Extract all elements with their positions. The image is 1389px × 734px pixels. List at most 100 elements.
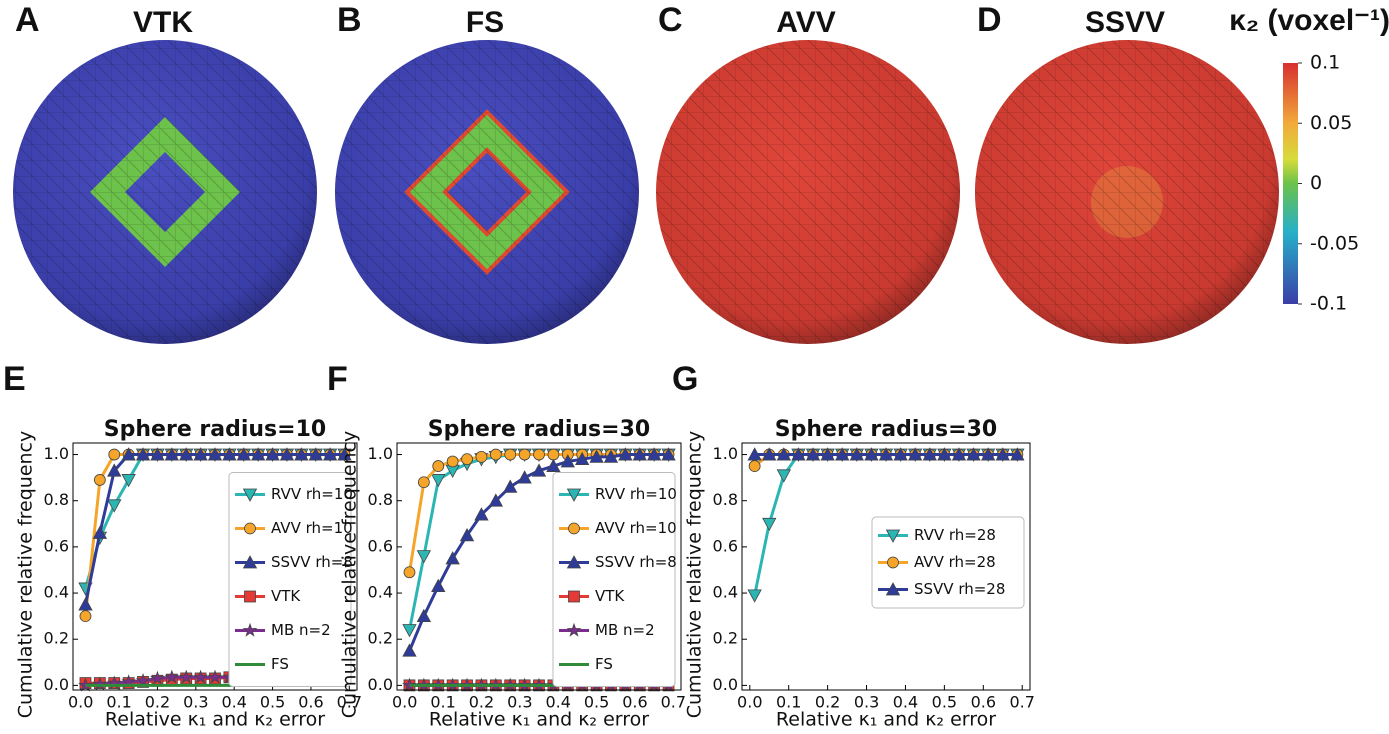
y-axis-label: Cumulative relative frequency bbox=[684, 431, 706, 719]
x-tick-label: 0.7 bbox=[1009, 693, 1034, 712]
colorbar-tick-label: 0.1 bbox=[1310, 52, 1340, 74]
marker bbox=[569, 591, 580, 602]
marker bbox=[403, 644, 416, 656]
marker bbox=[245, 523, 256, 534]
y-tick-label: 0.2 bbox=[368, 629, 393, 648]
marker bbox=[519, 449, 530, 460]
y-tick-label: 0.2 bbox=[44, 629, 69, 648]
y-tick-label: 0.2 bbox=[713, 629, 738, 648]
panel-title: AVV bbox=[776, 6, 835, 39]
marker bbox=[418, 477, 429, 488]
y-tick-label: 1.0 bbox=[44, 444, 69, 463]
legend-label: FS bbox=[271, 655, 289, 673]
panel-title: VTK bbox=[133, 6, 193, 39]
y-tick-label: 0.4 bbox=[44, 583, 69, 602]
y-tick-label: 0.8 bbox=[44, 490, 69, 509]
marker bbox=[80, 611, 91, 622]
marker bbox=[748, 590, 761, 602]
marker bbox=[122, 474, 135, 486]
colorbar bbox=[1283, 63, 1298, 304]
marker bbox=[888, 557, 899, 568]
x-axis-label: Relative κ₁ and κ₂ error bbox=[105, 709, 325, 731]
legend-label: SSVV rh=28 bbox=[914, 580, 1005, 598]
legend-label: VTK bbox=[595, 587, 625, 605]
marker bbox=[505, 449, 516, 460]
chart-title: Sphere radius=30 bbox=[428, 417, 650, 442]
marker bbox=[403, 624, 416, 636]
chart-title: Sphere radius=10 bbox=[104, 417, 326, 442]
marker bbox=[777, 470, 790, 482]
y-tick-label: 0.4 bbox=[368, 583, 393, 602]
legend-label: MB n=2 bbox=[271, 621, 331, 639]
x-tick-label: 0.7 bbox=[661, 693, 686, 712]
marker bbox=[417, 551, 430, 563]
marker bbox=[79, 598, 92, 610]
legend-label: RVV rh=10 bbox=[595, 485, 677, 503]
sphere-c bbox=[656, 40, 960, 344]
marker bbox=[462, 454, 473, 465]
marker bbox=[534, 449, 545, 460]
panel-letter: E bbox=[3, 360, 26, 398]
y-tick-label: 0.6 bbox=[44, 536, 69, 555]
y-tick-label: 0.8 bbox=[368, 490, 393, 509]
y-axis-label: Cumulative relative frequency bbox=[339, 431, 361, 719]
panel-title: FS bbox=[466, 6, 504, 39]
panel-letter: F bbox=[327, 360, 348, 398]
legend-box bbox=[553, 473, 675, 687]
marker bbox=[432, 580, 445, 592]
panel-letter: G bbox=[672, 360, 698, 398]
panel-letter: A bbox=[15, 1, 40, 39]
colorbar-label: κ₂ (voxel⁻¹) bbox=[1229, 4, 1389, 37]
y-tick-label: 0.6 bbox=[713, 536, 738, 555]
x-tick-label: 0.0 bbox=[68, 693, 93, 712]
y-tick-label: 0.8 bbox=[713, 490, 738, 509]
marker bbox=[763, 518, 776, 530]
figure: κ₂ (voxel⁻¹) A VTK B FS C AVV D SSVV 0.1 0.05 0 -0.… bbox=[0, 0, 1389, 734]
marker bbox=[432, 474, 445, 486]
marker bbox=[447, 456, 458, 467]
y-tick-label: 0.4 bbox=[713, 583, 738, 602]
marker bbox=[109, 449, 120, 460]
marker bbox=[404, 567, 415, 578]
sphere-a bbox=[13, 40, 317, 344]
y-tick-label: 1.0 bbox=[713, 444, 738, 463]
marker bbox=[245, 591, 256, 602]
colorbar-tick-label: -0.1 bbox=[1310, 293, 1347, 315]
y-tick-label: 0.0 bbox=[713, 675, 738, 694]
legend-label: VTK bbox=[271, 587, 301, 605]
marker bbox=[417, 610, 430, 622]
legend-label: SSVV rh=8 bbox=[595, 553, 677, 571]
panel-letter: B bbox=[337, 1, 362, 39]
y-tick-label: 0.0 bbox=[44, 675, 69, 694]
marker bbox=[569, 523, 580, 534]
y-tick-label: 0.0 bbox=[368, 675, 393, 694]
colorbar-tick-label: 0.05 bbox=[1310, 112, 1352, 134]
y-tick-label: 1.0 bbox=[368, 444, 393, 463]
legend-label: AVV rh=28 bbox=[914, 553, 996, 571]
chart-title: Sphere radius=30 bbox=[775, 417, 997, 442]
marker bbox=[518, 471, 531, 483]
marker bbox=[433, 461, 444, 472]
panel-title: SSVV bbox=[1085, 6, 1165, 39]
marker bbox=[94, 474, 105, 485]
panel-letter: C bbox=[658, 1, 683, 39]
marker bbox=[490, 449, 501, 460]
panel-letter: D bbox=[977, 1, 1002, 39]
x-axis-label: Relative κ₁ and κ₂ error bbox=[776, 709, 996, 731]
marker bbox=[548, 449, 559, 460]
legend-label: MB n=2 bbox=[595, 621, 655, 639]
y-axis-label: Cumulative relative frequency bbox=[15, 431, 37, 719]
y-tick-label: 0.6 bbox=[368, 536, 393, 555]
marker bbox=[749, 461, 760, 472]
x-axis-label: Relative κ₁ and κ₂ error bbox=[429, 709, 649, 731]
sphere-b bbox=[335, 40, 639, 344]
marker bbox=[504, 480, 517, 492]
legend-label: AVV rh=10 bbox=[595, 519, 677, 537]
marker bbox=[108, 500, 121, 512]
legend-label: RVV rh=28 bbox=[914, 526, 996, 544]
colorbar-tick-label: 0 bbox=[1310, 172, 1322, 194]
legend-label: FS bbox=[595, 655, 613, 673]
marker bbox=[476, 451, 487, 462]
sphere-d bbox=[975, 40, 1279, 344]
colorbar-tick-label: -0.05 bbox=[1310, 232, 1359, 254]
